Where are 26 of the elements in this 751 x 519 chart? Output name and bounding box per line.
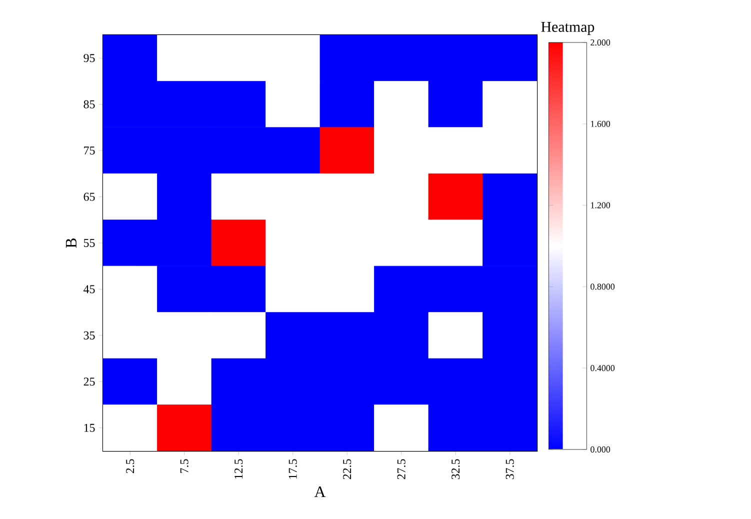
y-tick-label: 85 — [84, 100, 95, 108]
x-tick-label: 12.5 — [234, 459, 243, 479]
y-tick-label: 35 — [84, 331, 95, 340]
color-bar-label: 1.200 — [591, 202, 610, 208]
color-bar-title: Heatmap — [541, 22, 594, 35]
color-bar-label: 0.000 — [590, 446, 610, 453]
y-tick-label: 25 — [84, 378, 95, 386]
x-tick-label: 17.5 — [288, 459, 297, 479]
y-axis-title: B — [66, 238, 76, 248]
x-tick-label: 32.5 — [452, 459, 460, 480]
y-tick-label: 95 — [84, 54, 95, 62]
color-bar-label: 2.000 — [590, 39, 610, 46]
x-tick-label: 37.5 — [506, 459, 514, 480]
x-tick-label: 27.5 — [397, 459, 406, 480]
y-tick-label: 45 — [84, 285, 95, 294]
y-tick-label: 65 — [84, 192, 95, 201]
y-tick-label: 55 — [84, 239, 95, 247]
y-tick-label: 15 — [84, 424, 95, 432]
color-bar-label: 0.8000 — [590, 284, 615, 290]
y-tick-label: 75 — [84, 146, 95, 155]
x-tick-label: 2.5 — [126, 459, 134, 474]
color-bar-label: 0.4000 — [590, 365, 615, 372]
x-tick-label: 7.5 — [180, 459, 188, 473]
x-tick-label: 22.5 — [343, 459, 352, 480]
color-bar-label: 1.600 — [591, 120, 610, 127]
x-axis-title: A — [314, 486, 326, 498]
